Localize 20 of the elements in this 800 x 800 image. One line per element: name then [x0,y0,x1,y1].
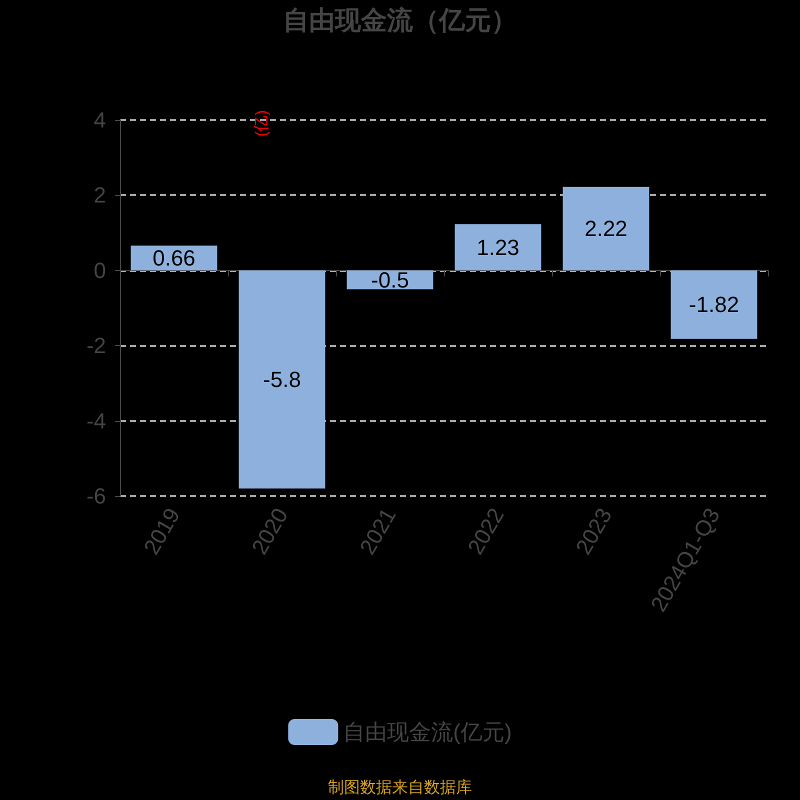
data-label: 0.66 [152,245,196,270]
data-label: 2.22 [584,216,628,242]
y-axis-title: (亿) [254,110,270,137]
data-label: -5.8 [263,366,301,392]
legend-label: 自由现金流(亿元) [343,720,512,744]
y-tick-label: -2 [86,333,106,358]
bar [238,270,326,488]
chart-title: 自由现金流（亿元） [283,5,517,35]
data-label: -1.82 [688,292,740,318]
y-tick-label: -4 [86,408,106,434]
y-tick-label: 4 [94,108,106,132]
bar [562,186,650,270]
y-tick-label: 0 [94,258,106,283]
data-label: 1.23 [476,234,520,260]
data-label: -0.5 [371,267,409,292]
y-tick-label: 2 [94,182,106,208]
y-tick-label: -6 [86,484,106,508]
bar [670,270,758,339]
bar [454,224,542,270]
text: 制图数据来自数据库 [328,778,472,796]
